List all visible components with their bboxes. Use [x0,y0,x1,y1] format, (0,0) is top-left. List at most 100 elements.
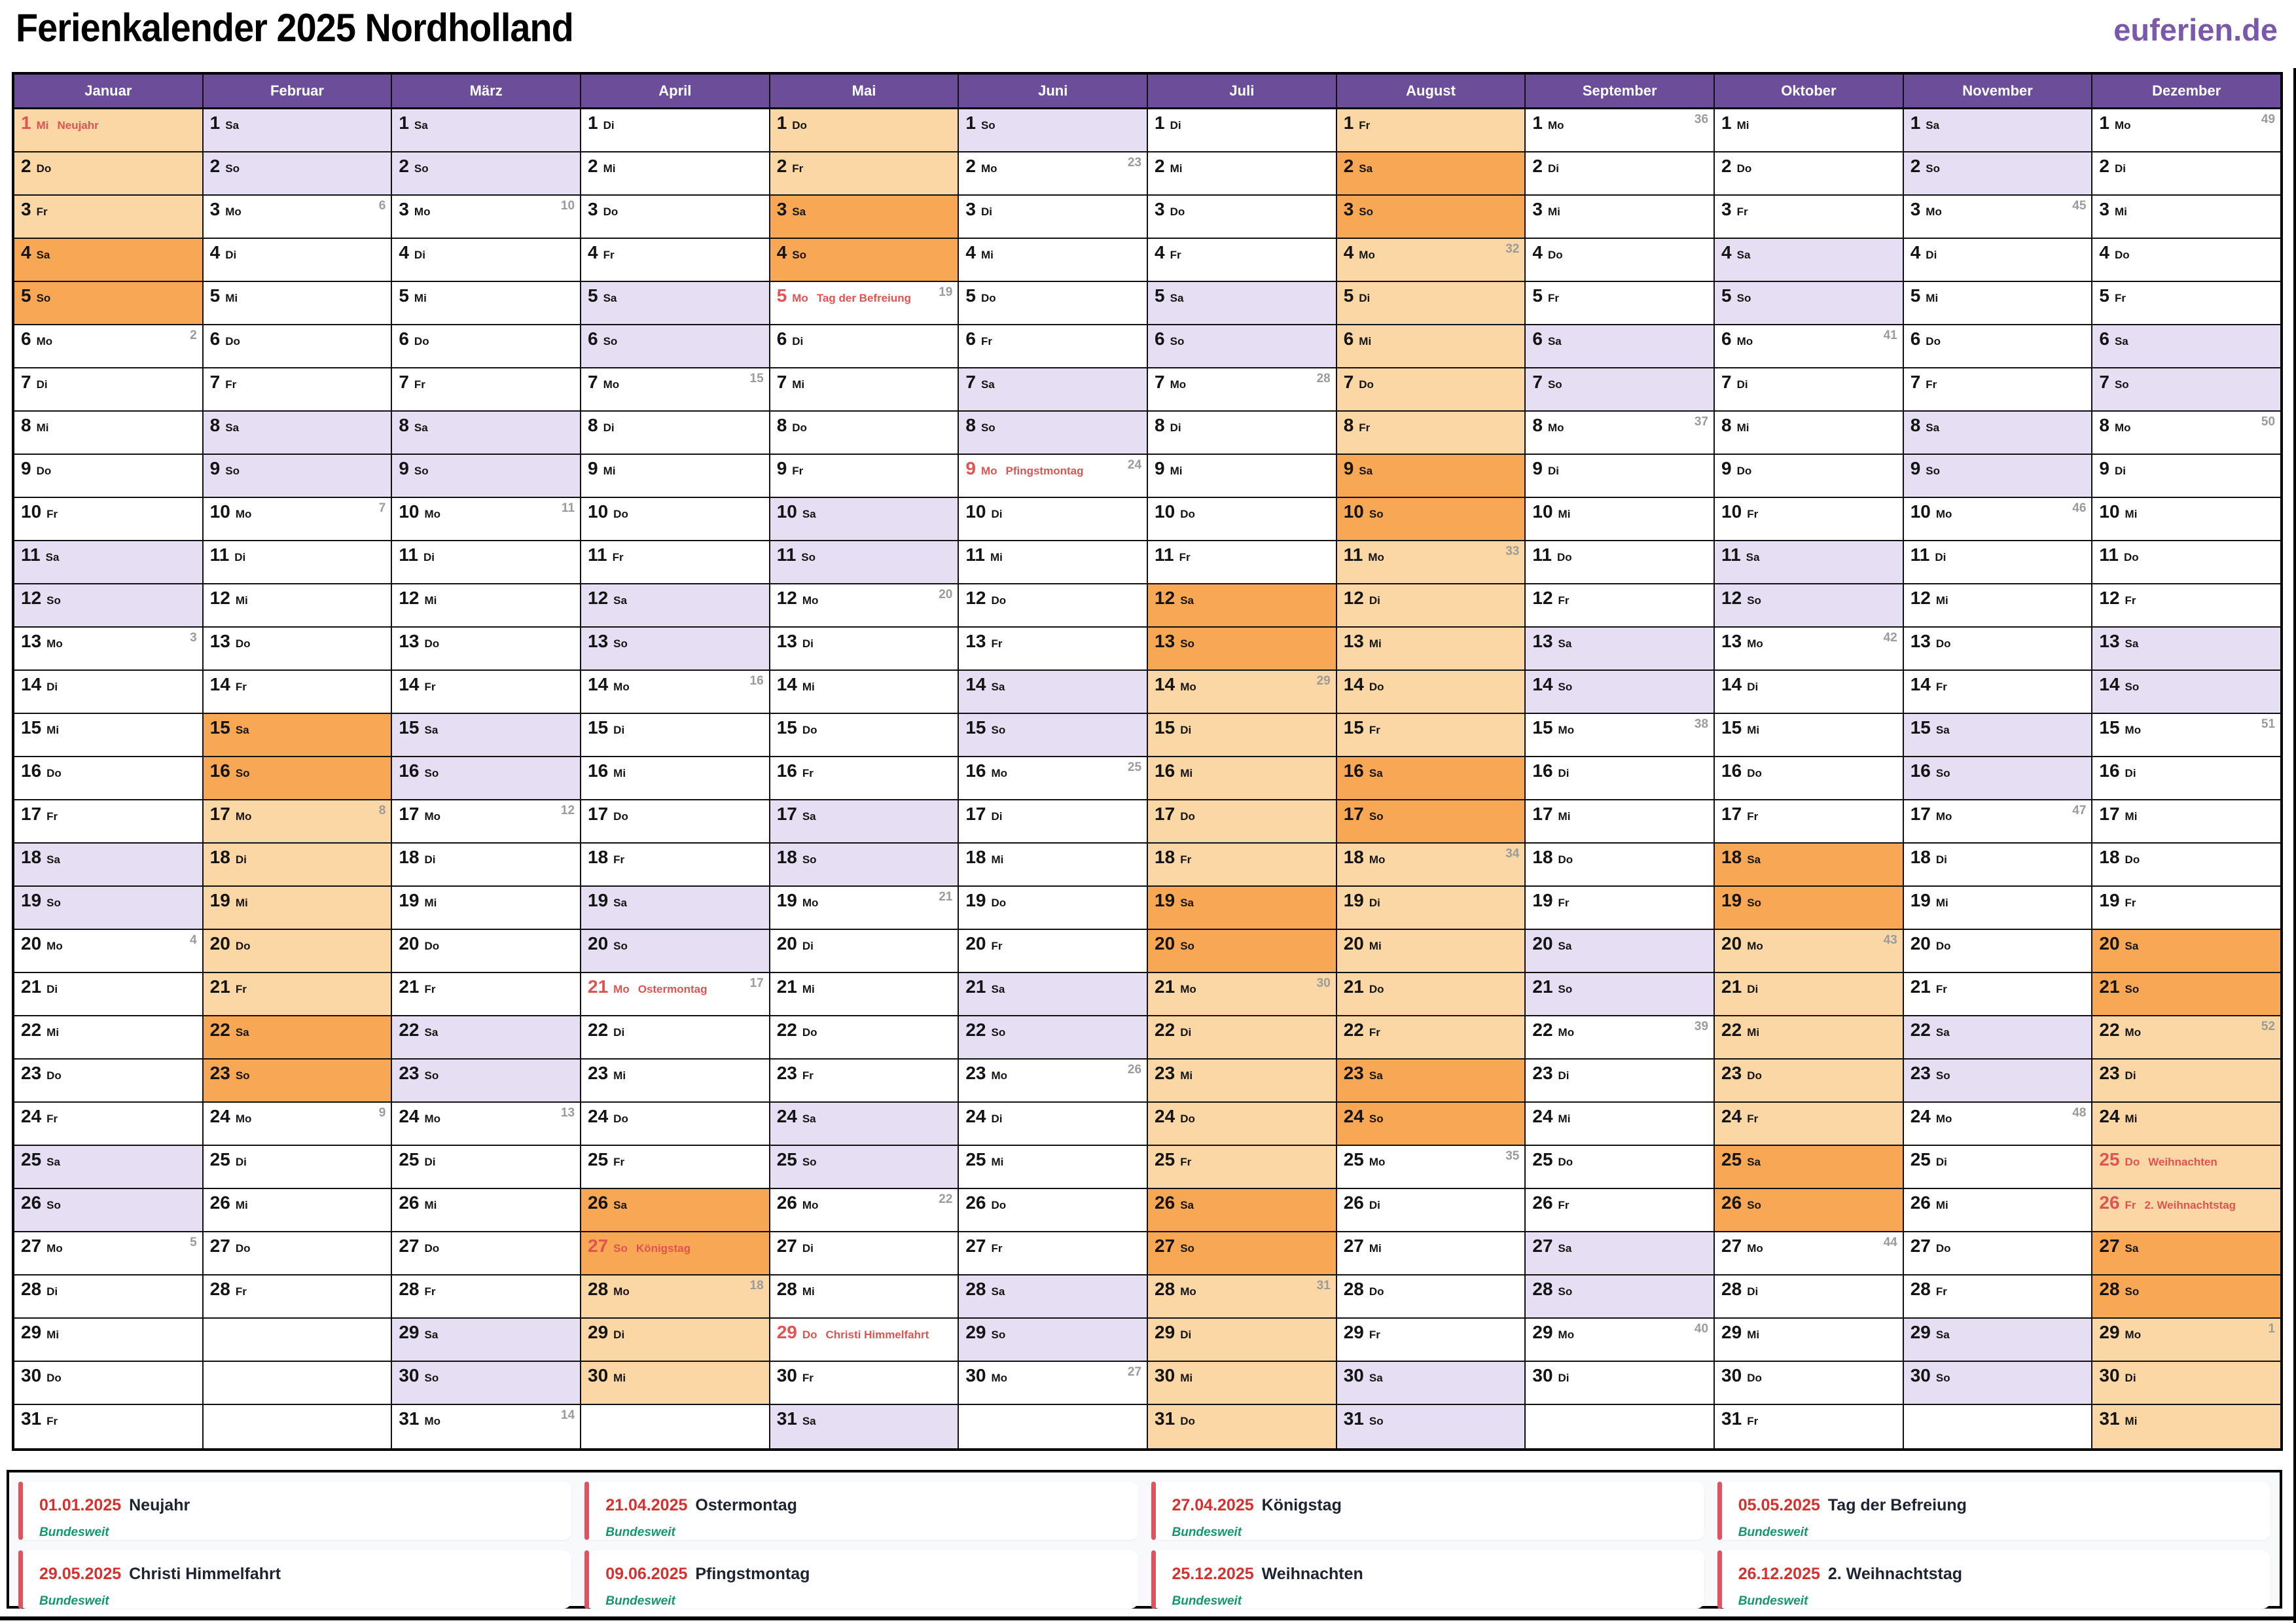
day-number: 19 [1155,890,1175,910]
day-cell: 13 Di [770,628,958,671]
day-cell: 21 So [1526,973,1714,1016]
weekday-abbr: Mo [1736,335,1753,348]
legend-item-line: 05.05.2025 Tag der Befreiung [1738,1496,2257,1515]
day-number: 7 [2099,372,2109,392]
weekday-abbr: Mi [1558,1113,1571,1125]
day-cell: 19 Fr [1526,887,1714,930]
weekday-abbr: So [414,162,429,175]
weekday-abbr: Di [1170,421,1181,434]
day-cell: 8 Di [581,412,769,455]
holiday-label: Neujahr [57,119,99,132]
day-cell: 16 Do [1715,757,1903,800]
day-number: 24 [209,1106,230,1126]
day-number: 15 [2099,717,2120,738]
week-number: 47 [2072,804,2087,817]
weekday-abbr: Di [1180,1026,1192,1039]
legend-item-line: 01.01.2025 Neujahr [39,1496,558,1515]
weekday-abbr: Mi [1547,205,1560,218]
weekday-abbr: Mo [1180,983,1196,995]
day-number: 16 [1155,760,1175,781]
weekday-abbr: Di [991,1113,1003,1125]
weekday-abbr: Mi [36,119,49,132]
weekday-abbr: Do [1369,983,1384,995]
day-cell: 13 Sa [1526,628,1714,671]
day-number: 2 [2099,156,2109,176]
weekday-abbr: Do [2114,249,2130,261]
holiday-label: Pfingstmontag [1005,465,1084,477]
day-number: 10 [21,501,42,522]
day-number: 8 [1343,415,1354,435]
day-number: 20 [1155,933,1175,954]
day-number: 17 [1155,804,1175,824]
day-cell: 22 So [959,1016,1147,1060]
site-logo-link[interactable]: euferien.de [2113,12,2278,47]
weekday-abbr: Sa [802,508,816,520]
legend-item-line: 29.05.2025 Christi Himmelfahrt [39,1565,558,1584]
week-number: 48 [2072,1106,2087,1120]
weekday-abbr: Fr [424,681,436,693]
day-cell: 23 Do [1715,1060,1903,1103]
day-cell: 9 So [1903,455,2092,498]
day-cell: 9 Mi [1148,455,1336,498]
day-cell: 23 So [392,1060,581,1103]
day-number: 26 [21,1192,42,1213]
weekday-abbr: Mi [802,681,815,693]
weekday-abbr: Mi [1170,465,1183,477]
day-cell: 15 Di [581,714,769,757]
day-cell: 28 Do [1336,1275,1525,1319]
weekday-abbr: So [991,724,1006,736]
day-cell: 17 Mi [1526,800,1714,844]
day-cell: 14 Sa [959,671,1147,714]
day-number: 14 [1155,674,1175,694]
day-number: 8 [1532,415,1543,435]
weekday-abbr: Mo [46,1242,63,1255]
day-cell: 18 Do [2092,844,2281,887]
day-number: 11 [1721,544,1741,565]
weekday-abbr: Fr [1180,853,1192,866]
day-number: 26 [588,1192,609,1213]
day-cell: 25 Sa [1715,1146,1903,1189]
day-cell: 6 Fr [959,325,1147,368]
week-number: 38 [1694,717,1709,731]
day-cell: 6 Do [1903,325,2092,368]
day-cell: 5 Fr [1526,282,1714,325]
weekday-abbr: Mo [1558,1329,1575,1341]
day-number: 29 [399,1322,420,1342]
day-cell: 28 Mo 31 [1148,1275,1336,1319]
legend-item-line: 21.04.2025 Ostermontag [605,1496,1124,1515]
day-cell: 19 So [1715,887,1903,930]
day-cell: 23 Di [1526,1060,1714,1103]
week-number: 33 [1505,544,1520,558]
day-cell: 17 Fr [1715,800,1903,844]
day-number: 23 [2099,1063,2120,1083]
day-number: 1 [1343,113,1354,133]
day-cell: 30 Fr [770,1362,958,1405]
day-cell: 20 Mi [1336,930,1525,973]
weekday-abbr: Do [46,1069,62,1082]
day-number: 3 [1910,199,1921,219]
day-cell: 1 Mo 36 [1526,109,1714,152]
legend-red-bar [1717,1550,1722,1609]
day-cell: 1 Di [1148,109,1336,152]
weekday-abbr: Mo [46,637,63,650]
weekday-abbr: Mo [603,378,620,391]
weekday-abbr: Sa [802,1113,816,1125]
weekday-abbr: Di [1935,551,1946,563]
weekday-abbr: Do [1180,508,1195,520]
day-cell: 19 Mi [203,887,391,930]
weekday-abbr: Sa [1747,1156,1761,1168]
week-number: 19 [939,285,953,299]
day-cell: 8 Sa [1903,412,2092,455]
day-cell: 1 Sa [392,109,581,152]
week-number: 8 [378,804,386,817]
day-number: 27 [1721,1236,1742,1256]
day-cell: 19 Mo 21 [770,887,958,930]
weekday-abbr: Mo [424,810,441,823]
week-number: 15 [749,372,764,385]
weekday-abbr: Sa [1558,940,1572,952]
weekday-abbr: Mo [424,508,441,520]
weekday-abbr: So [2125,681,2140,693]
day-cell: 19 Di [1336,887,1525,930]
day-cell: 2 Do [1715,152,1903,196]
weekday-abbr: Di [46,681,58,693]
